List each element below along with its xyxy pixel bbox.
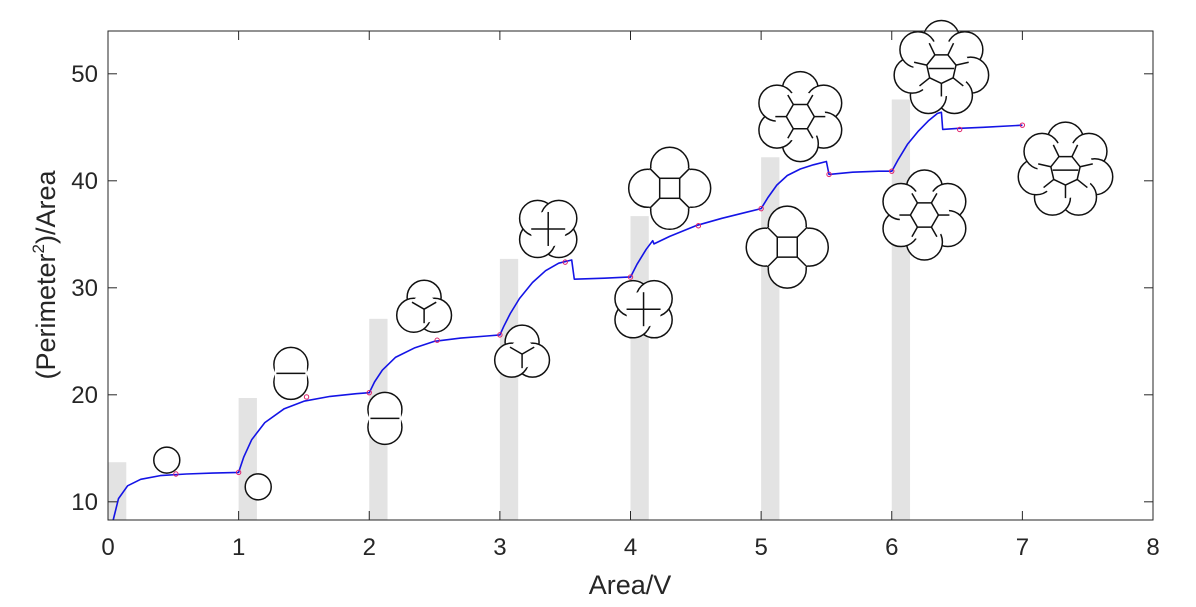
data-point-4 (434, 337, 440, 343)
inset-cells-8-top (893, 19, 990, 115)
x-tick-label-4: 4 (624, 534, 637, 561)
inset-cells-7-bottom (882, 169, 967, 261)
inset-cells-3-bottom (493, 324, 551, 378)
data-point-8 (695, 223, 702, 229)
curve-layer (112, 111, 1023, 521)
inset-cells-8-bottom (1017, 121, 1114, 216)
markers-layer (173, 122, 1026, 477)
bar-0 (108, 462, 127, 520)
data-point-2 (303, 394, 310, 400)
inset-cells-3-top (395, 279, 453, 333)
y-tick-label-0: 10 (71, 489, 98, 516)
bar-1 (238, 398, 257, 520)
inset-cells-4-top (518, 199, 578, 259)
y-axis-title-tail: )/Area (31, 170, 61, 245)
y-tick-label-1: 20 (71, 382, 98, 409)
y-axis-title: (Perimeter2)/Area (29, 170, 61, 380)
y-tick-label-3: 40 (71, 168, 98, 195)
inset-cells-1-grey (244, 473, 272, 501)
inset-cells-2-top (273, 346, 309, 401)
x-tick-label-1: 1 (232, 534, 245, 561)
ticks-layer: 0 1 2 3 4 5 6 7 8 10 20 30 40 50 (71, 31, 1160, 561)
data-point-7 (627, 274, 634, 280)
x-axis-title: Area/V (589, 570, 672, 600)
inset-cells-5-top (627, 146, 712, 231)
data-point-0 (173, 471, 179, 477)
x-tick-label-8: 8 (1146, 534, 1159, 561)
data-point-5 (497, 332, 503, 338)
y-tick-label-4: 50 (71, 61, 98, 88)
inset-cells-4-bottom (614, 279, 673, 339)
inset-cells-2-bottom (367, 391, 403, 446)
series-line (112, 111, 1023, 521)
y-tick-label-2: 30 (71, 275, 98, 302)
inset-cells-1 (153, 446, 181, 474)
bar-4 (630, 216, 649, 521)
data-point-11 (889, 168, 895, 174)
x-tick-label-6: 6 (885, 534, 898, 561)
bar-6 (891, 99, 911, 521)
y-axis-title-main: (Perimeter (31, 253, 61, 379)
y-axis-title-superscript: 2 (29, 244, 48, 253)
x-tick-label-7: 7 (1016, 534, 1029, 561)
data-point-12 (956, 126, 963, 133)
inset-cells-5-bottom (745, 205, 829, 289)
x-tick-label-3: 3 (493, 534, 506, 561)
data-point-6 (562, 259, 568, 265)
x-tick-label-2: 2 (363, 534, 376, 561)
data-point-9 (758, 205, 764, 212)
bar-3 (499, 258, 519, 520)
data-point-1 (235, 469, 242, 476)
x-tick-label-5: 5 (754, 534, 767, 561)
data-point-13 (1019, 122, 1026, 128)
data-point-3 (366, 389, 372, 396)
cluster-insets-layer (153, 19, 1114, 501)
data-point-10 (826, 171, 832, 178)
inset-cells-7-top (758, 70, 843, 163)
x-tick-label-0: 0 (101, 534, 114, 561)
